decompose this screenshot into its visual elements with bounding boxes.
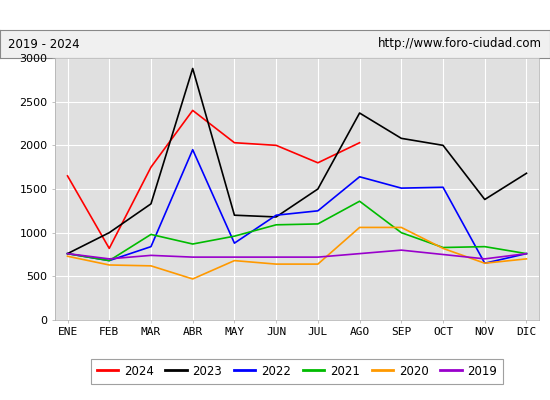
Text: http://www.foro-ciudad.com: http://www.foro-ciudad.com: [378, 38, 542, 50]
Text: 2019 - 2024: 2019 - 2024: [8, 38, 80, 50]
Legend: 2024, 2023, 2022, 2021, 2020, 2019: 2024, 2023, 2022, 2021, 2020, 2019: [91, 359, 503, 384]
Text: Evolucion Nº Turistas Extranjeros en el municipio de Alburquerque: Evolucion Nº Turistas Extranjeros en el …: [32, 8, 518, 22]
